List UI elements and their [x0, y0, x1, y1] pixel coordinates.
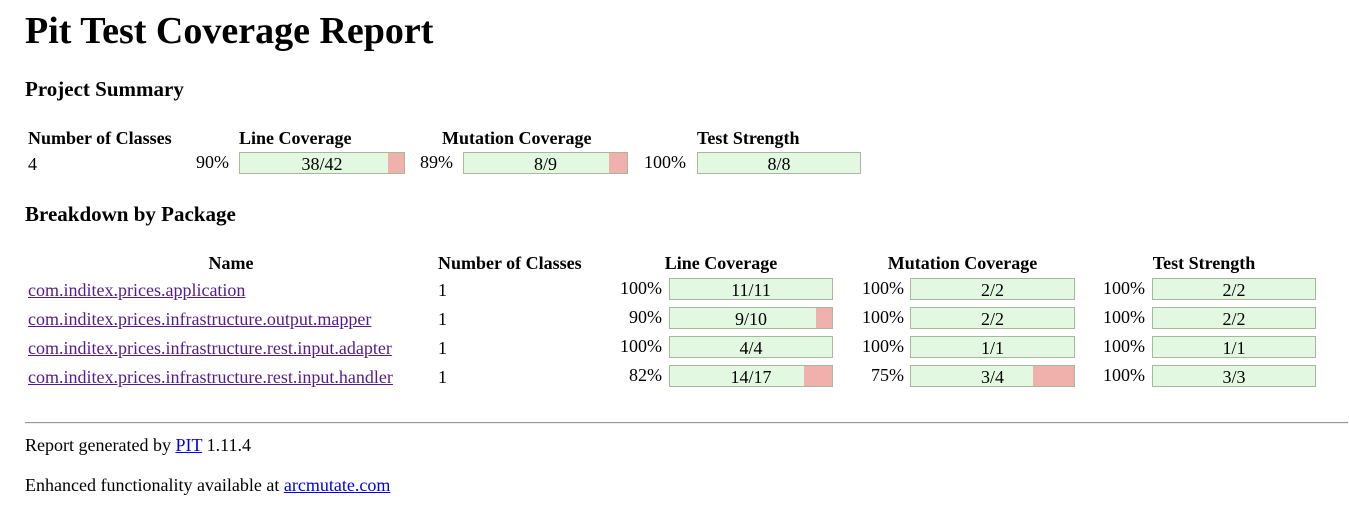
package-line-bar: 11/11	[669, 278, 833, 300]
package-mutation-ratio: 2/2	[980, 280, 1004, 300]
package-link[interactable]: com.inditex.prices.infrastructure.output…	[28, 309, 372, 329]
package-line-ratio: 11/11	[731, 280, 771, 300]
summary-line-percent: 90%	[196, 152, 229, 172]
project-summary-heading: Project Summary	[25, 77, 184, 101]
enhanced-prefix: Enhanced functionality available at	[25, 475, 284, 495]
package-mutation-percent: 100%	[862, 307, 904, 327]
package-mutation-ratio: 2/2	[980, 309, 1004, 329]
package-classes: 1	[438, 280, 447, 300]
breakdown-header-name: Name	[208, 253, 254, 273]
package-mutation-percent: 75%	[871, 365, 904, 385]
summary-header-strength: Test Strength	[697, 128, 800, 148]
pit-version: 1.11.4	[202, 435, 251, 455]
package-link[interactable]: com.inditex.prices.infrastructure.rest.i…	[28, 367, 393, 387]
package-strength-bar: 3/3	[1152, 365, 1316, 387]
breakdown-header-classes: Number of Classes	[438, 253, 582, 273]
enhanced-functionality-line: Enhanced functionality available at arcm…	[25, 476, 390, 494]
package-mutation-percent: 100%	[862, 336, 904, 356]
package-mutation-ratio: 1/1	[980, 338, 1004, 358]
summary-mutation-percent: 89%	[420, 152, 453, 172]
summary-line-uncovered	[388, 153, 404, 173]
package-line-ratio: 9/10	[734, 309, 767, 329]
report-generated-line: Report generated by PIT 1.11.4	[25, 436, 251, 454]
package-classes: 1	[438, 338, 447, 358]
package-mutation-bar: 2/2	[910, 307, 1075, 329]
package-mutation-ratio: 3/4	[980, 367, 1004, 387]
report-generated-prefix: Report generated by	[25, 435, 176, 455]
summary-strength-ratio: 8/8	[767, 154, 791, 174]
package-line-uncovered	[815, 308, 832, 328]
summary-mutation-uncovered	[608, 153, 627, 173]
package-strength-ratio: 1/1	[1222, 338, 1246, 358]
package-strength-percent: 100%	[1103, 336, 1145, 356]
summary-mutation-ratio: 8/9	[533, 154, 557, 174]
breakdown-header-strength: Test Strength	[1152, 253, 1256, 273]
package-strength-bar: 1/1	[1152, 336, 1316, 358]
pit-link[interactable]: PIT	[175, 435, 203, 455]
package-strength-bar: 2/2	[1152, 307, 1316, 329]
package-strength-bar: 2/2	[1152, 278, 1316, 300]
arcmutate-link[interactable]: arcmutate.com	[283, 475, 391, 495]
package-mutation-bar: 2/2	[910, 278, 1075, 300]
package-strength-ratio: 2/2	[1222, 280, 1246, 300]
package-mutation-uncovered	[1033, 366, 1074, 386]
summary-mutation-bar: 8/9	[463, 152, 628, 174]
package-line-ratio: 4/4	[739, 338, 763, 358]
breakdown-header-line: Line Coverage	[664, 253, 778, 273]
package-line-bar: 4/4	[669, 336, 833, 358]
summary-strength-percent: 100%	[644, 152, 686, 172]
package-line-percent: 90%	[629, 307, 662, 327]
summary-header-mutation: Mutation Coverage	[442, 128, 592, 148]
package-strength-percent: 100%	[1103, 307, 1145, 327]
summary-line-bar: 38/42	[239, 152, 405, 174]
package-strength-ratio: 3/3	[1222, 367, 1246, 387]
summary-classes-value: 4	[28, 154, 37, 174]
package-mutation-bar: 1/1	[910, 336, 1075, 358]
footer-divider	[25, 422, 1348, 424]
summary-header-line: Line Coverage	[239, 128, 352, 148]
package-line-percent: 100%	[620, 278, 662, 298]
summary-header-classes: Number of Classes	[28, 128, 172, 148]
package-line-percent: 82%	[629, 365, 662, 385]
package-line-ratio: 14/17	[730, 367, 772, 387]
package-strength-percent: 100%	[1103, 365, 1145, 385]
package-classes: 1	[438, 309, 447, 329]
package-strength-percent: 100%	[1103, 278, 1145, 298]
breakdown-heading: Breakdown by Package	[25, 202, 236, 226]
package-line-percent: 100%	[620, 336, 662, 356]
package-strength-ratio: 2/2	[1222, 309, 1246, 329]
summary-strength-bar: 8/8	[697, 152, 861, 174]
package-classes: 1	[438, 367, 447, 387]
package-line-bar: 9/10	[669, 307, 833, 329]
package-mutation-percent: 100%	[862, 278, 904, 298]
package-link[interactable]: com.inditex.prices.application	[28, 280, 246, 300]
package-line-bar: 14/17	[669, 365, 833, 387]
summary-line-ratio: 38/42	[301, 154, 343, 174]
package-line-uncovered	[803, 366, 832, 386]
package-mutation-bar: 3/4	[910, 365, 1075, 387]
breakdown-header-mutation: Mutation Coverage	[887, 253, 1038, 273]
page-title: Pit Test Coverage Report	[25, 10, 434, 52]
package-link[interactable]: com.inditex.prices.infrastructure.rest.i…	[28, 338, 392, 358]
